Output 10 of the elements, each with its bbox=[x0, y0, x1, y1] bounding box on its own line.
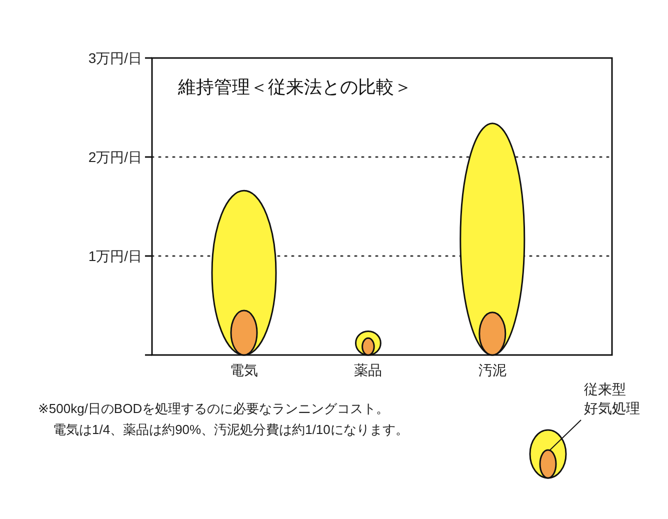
text: 維持管理＜従来法との比較＞ bbox=[177, 77, 412, 97]
x-tick-label: 電気 bbox=[230, 362, 258, 378]
legend: 従来型好気処理 bbox=[529, 381, 640, 479]
y-tick-label: 1万円/日 bbox=[88, 248, 142, 264]
y-tick-label: 3万円/日 bbox=[88, 50, 142, 66]
text: ※500kg/日のBODを処理するのに必要なランニングコスト。 bbox=[38, 401, 390, 416]
x-tick-label: 汚泥 bbox=[478, 362, 506, 378]
text: 電気は1/4、薬品は約90%、汚泥処分費は約1/10になります。 bbox=[53, 422, 408, 437]
y-tick-label: 2万円/日 bbox=[88, 149, 142, 165]
x-tick-label: 薬品 bbox=[354, 362, 382, 378]
